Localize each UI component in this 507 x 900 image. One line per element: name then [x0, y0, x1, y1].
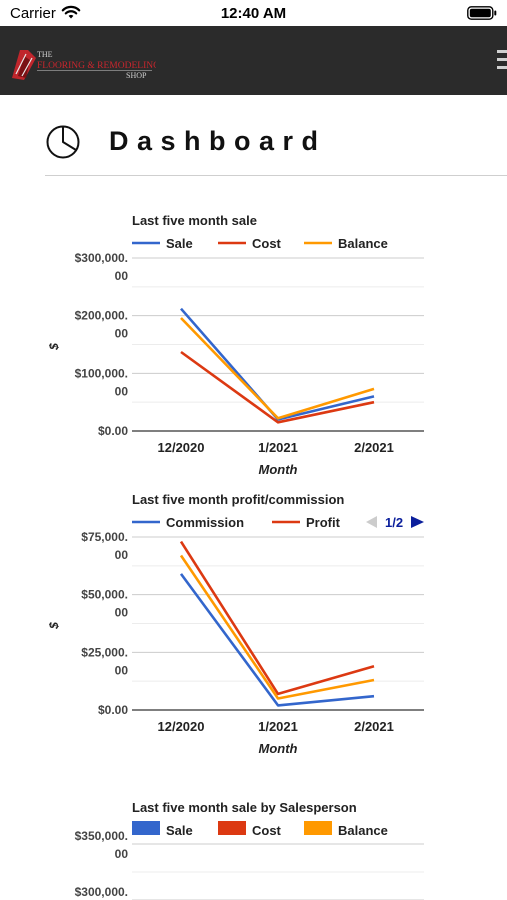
x-tick-label: 2/2021	[354, 719, 394, 734]
status-bar: Carrier 12:40 AM	[0, 0, 507, 26]
legend-label: Cost	[252, 236, 282, 251]
menu-icon[interactable]	[497, 50, 507, 72]
y-tick-label: $300,000.	[75, 885, 128, 899]
y-tick-label: $50,000.	[81, 588, 128, 602]
profit-commission-line-chart-svg: Last five month profit/commission Commiss…	[47, 492, 424, 756]
title-divider	[45, 175, 507, 176]
legend-label: Sale	[166, 823, 193, 838]
x-tick-label: 2/2021	[354, 440, 394, 455]
carrier-label: Carrier	[10, 5, 56, 22]
y-tick-label: $75,000.	[81, 530, 128, 544]
y-tick-label: 00	[115, 384, 129, 398]
y-tick-label: $100,000.	[75, 366, 128, 380]
x-axis-title: Month	[259, 462, 298, 477]
profit-commission-line-chart: Last five month profit/commission Commiss…	[0, 484, 507, 760]
legend-swatch	[132, 821, 160, 835]
x-tick-label: 1/2021	[258, 440, 298, 455]
y-tick-label: 00	[115, 847, 129, 861]
y-tick-label: 00	[115, 606, 129, 620]
sale-line-chart-svg: Last five month sale Sale Cost Balance $0.00…	[47, 213, 424, 477]
series-line	[180, 350, 375, 424]
y-tick-label: $0.00	[98, 703, 128, 717]
y-tick-label: 00	[115, 327, 129, 341]
legend-page-label: 1/2	[385, 515, 403, 530]
brand-logo[interactable]: THE FLOORING & REMODELING SHOP	[8, 46, 156, 82]
legend-label: Balance	[338, 823, 388, 838]
x-tick-label: 12/2020	[158, 719, 205, 734]
y-tick-label: $200,000.	[75, 309, 128, 323]
sale-line-chart: Last five month sale Sale Cost Balance $0.00…	[0, 205, 507, 480]
y-tick-label: 00	[115, 269, 129, 283]
legend-swatch	[304, 821, 332, 835]
svg-text:THE: THE	[37, 50, 53, 59]
legend-next-icon[interactable]	[411, 516, 424, 528]
y-tick-label: $300,000.	[75, 251, 128, 265]
chart-title: Last five month profit/commission	[132, 492, 344, 507]
legend-label: Profit	[306, 515, 341, 530]
svg-text:FLOORING & REMODELING: FLOORING & REMODELING	[37, 61, 156, 71]
legend-label: Commission	[166, 515, 244, 530]
chart-title: Last five month sale by Salesperson	[132, 800, 357, 815]
legend-label: Sale	[166, 236, 193, 251]
pie-chart-icon	[46, 125, 80, 159]
legend-prev-icon[interactable]	[366, 516, 377, 528]
series-line	[180, 307, 375, 421]
x-axis-title: Month	[259, 741, 298, 756]
y-tick-label: $0.00	[98, 424, 128, 438]
wifi-icon	[61, 5, 81, 19]
legend-swatch	[218, 821, 246, 835]
battery-icon	[467, 6, 497, 20]
app-header: THE FLOORING & REMODELING SHOP	[0, 26, 507, 95]
y-axis-title: $	[47, 622, 61, 630]
x-tick-label: 12/2020	[158, 440, 205, 455]
status-time: 12:40 AM	[220, 5, 287, 22]
x-tick-label: 1/2021	[258, 719, 298, 734]
series-line	[179, 573, 375, 707]
page-title-row: Dashboard	[0, 120, 507, 165]
page-title: Dashboard	[109, 126, 327, 156]
y-axis-title: $	[47, 343, 61, 351]
y-tick-label: 00	[115, 548, 129, 562]
svg-text:SHOP: SHOP	[126, 71, 147, 80]
y-tick-label: 00	[115, 663, 129, 677]
legend-label: Cost	[252, 823, 282, 838]
y-tick-label: $25,000.	[81, 645, 128, 659]
series-line	[180, 317, 375, 420]
legend-label: Balance	[338, 236, 388, 251]
salesperson-bar-chart-svg: Last five month sale by Salesperson Sale C…	[75, 800, 424, 900]
salesperson-bar-chart: Last five month sale by Salesperson Sale C…	[0, 792, 507, 900]
chart-title: Last five month sale	[132, 213, 257, 228]
y-tick-label: $350,000.	[75, 829, 128, 843]
series-line	[179, 540, 375, 696]
series-line	[179, 554, 375, 700]
